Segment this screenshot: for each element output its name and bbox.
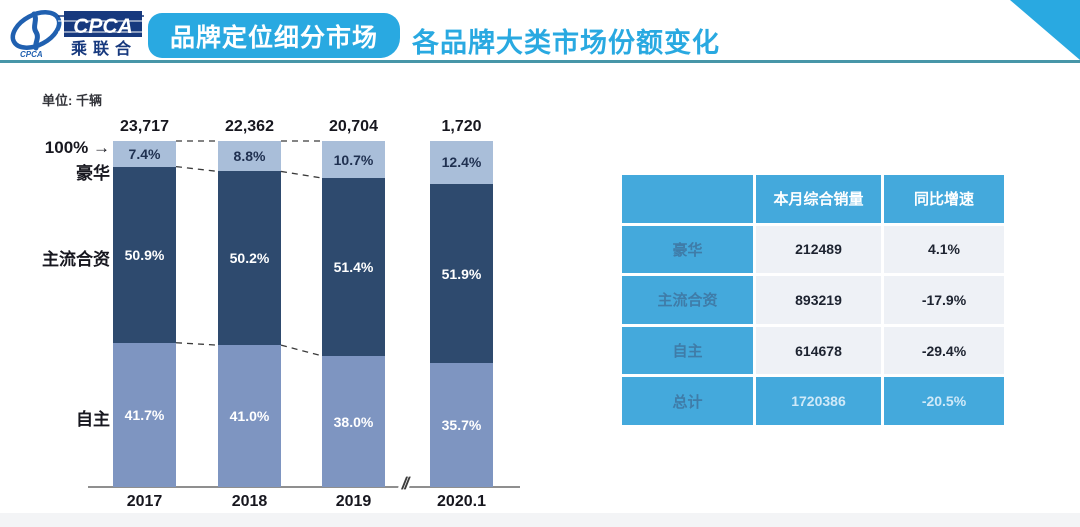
bar-segment-自主: 41.0% <box>218 345 281 487</box>
x-axis-label: 2020.1 <box>437 493 486 510</box>
segment-percent-label: 41.0% <box>229 408 270 425</box>
bar-segment-自主: 38.0% <box>322 355 385 488</box>
table-row-label: 自主 <box>622 326 753 375</box>
unit-label: 单位: 千辆 <box>42 93 102 108</box>
x-axis-label: 2019 <box>335 493 372 510</box>
table-cell-sales: 212489 <box>756 225 881 274</box>
table-row-label: 豪华 <box>622 225 753 274</box>
segment-percent-label: 38.0% <box>333 413 374 430</box>
bar-segment-豪华: 8.8% <box>218 141 281 172</box>
table-cell-yoy: -20.5% <box>884 377 1004 425</box>
series-label-豪华: 豪华 <box>76 163 110 183</box>
segment-percent-label: 8.8% <box>233 148 266 165</box>
svg-text:CPCA: CPCA <box>73 15 133 38</box>
section-badge: 品牌定位细分市场 <box>148 13 400 58</box>
table-cell-yoy: -17.9% <box>884 276 1004 324</box>
table-cell-sales: 893219 <box>756 276 881 324</box>
table-cell-sales: 614678 <box>756 326 881 375</box>
table-header-empty <box>622 175 753 223</box>
svg-text:CPCA: CPCA <box>20 50 43 59</box>
segment-percent-label: 10.7% <box>333 151 374 168</box>
segment-percent-label: 12.4% <box>441 154 482 171</box>
bar-segment-豪华: 10.7% <box>322 141 385 179</box>
bar-total-label: 22,362 <box>225 118 274 135</box>
table-cell-sales: 1720386 <box>756 377 881 425</box>
segment-percent-label: 51.9% <box>441 265 482 282</box>
bar-total-label: 1,720 <box>441 118 482 135</box>
segment-percent-label: 50.9% <box>124 246 165 263</box>
segment-percent-label: 51.4% <box>333 258 374 275</box>
series-label-自主: 自主 <box>76 409 110 429</box>
x-axis-label: 2018 <box>231 493 268 510</box>
bar-segment-主流合资: 50.9% <box>113 166 176 343</box>
bottom-strip-decoration <box>0 513 1080 527</box>
corner-triangle-decoration <box>1010 0 1080 60</box>
bar-segment-主流合资: 51.9% <box>430 183 493 364</box>
segment-percent-label: 35.7% <box>441 417 482 434</box>
series-label-主流合资: 主流合资 <box>42 249 110 269</box>
bar-segment-自主: 41.7% <box>113 342 176 487</box>
table-row-label: 主流合资 <box>622 276 753 324</box>
page-title: 各品牌大类市场份额变化 <box>412 27 720 58</box>
cpca-logo: CPCA CPCA 乘联合 <box>8 6 144 60</box>
table-cell-yoy: -29.4% <box>884 326 1004 375</box>
bar-segment-豪华: 7.4% <box>113 141 176 167</box>
table-header-yoy: 同比增速 <box>884 175 1004 223</box>
hundred-percent-label: 100% → <box>44 138 110 157</box>
cpca-logo-icon: CPCA CPCA 乘联合 <box>10 10 144 59</box>
x-axis-label: 2017 <box>126 493 163 510</box>
bar-segment-主流合资: 50.2% <box>218 171 281 346</box>
svg-text:乘联合: 乘联合 <box>70 39 137 58</box>
segment-percent-label: 50.2% <box>229 250 270 267</box>
bar-total-label: 23,717 <box>120 118 169 135</box>
sales-table: 本月综合销量 同比增速 豪华 212489 4.1% 主流合资 893219 -… <box>622 175 1004 425</box>
bar-segment-主流合资: 51.4% <box>322 178 385 356</box>
bar-segment-豪华: 12.4% <box>430 141 493 184</box>
segment-percent-label: 7.4% <box>128 145 161 162</box>
table-header-sales: 本月综合销量 <box>756 175 881 223</box>
bar-total-label: 20,704 <box>329 118 378 135</box>
bar-segment-自主: 35.7% <box>430 363 493 487</box>
header-divider <box>0 60 1080 63</box>
segment-percent-label: 41.7% <box>124 406 165 423</box>
table-cell-yoy: 4.1% <box>884 225 1004 274</box>
table-row-label: 总计 <box>622 377 753 425</box>
